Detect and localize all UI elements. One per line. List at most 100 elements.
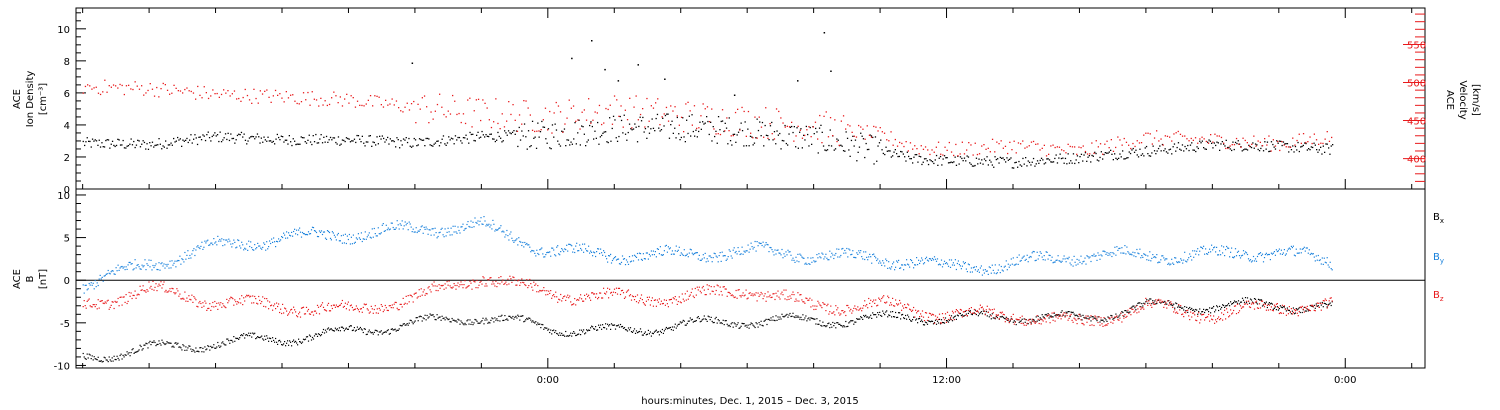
b-point-bz <box>778 296 780 298</box>
b-point-by <box>1251 260 1254 262</box>
density-point <box>945 157 947 159</box>
b-point-bz <box>223 305 225 307</box>
density-point <box>369 135 371 137</box>
b-point-bx <box>277 343 279 345</box>
b-point-by <box>1313 256 1315 258</box>
b-point-by <box>162 265 164 267</box>
top-plot-frame <box>75 7 1426 190</box>
velocity-point <box>428 122 430 124</box>
b-point-by <box>114 273 116 275</box>
b-point-bz <box>465 287 467 289</box>
b-point-by <box>307 231 310 233</box>
b-point-by <box>509 233 511 235</box>
b-point-bz <box>720 290 722 293</box>
b-point-bx <box>791 315 793 317</box>
b-point-by <box>1239 257 1242 259</box>
b-point-bz <box>304 313 307 315</box>
b-point-bx <box>1235 301 1238 303</box>
b-point-bx <box>1008 321 1010 323</box>
b-point-bx <box>526 317 528 319</box>
b-point-bx <box>804 317 806 319</box>
b-point-bx <box>725 320 727 322</box>
b-point-by <box>324 237 327 239</box>
b-point-bx <box>779 316 781 318</box>
b-point-by <box>685 254 687 256</box>
b-point-by <box>513 241 515 243</box>
b-point-by <box>1195 253 1197 255</box>
b-point-bx <box>379 331 381 333</box>
b-point-bx <box>1031 320 1033 322</box>
b-point-bx <box>609 324 611 326</box>
b-point-bz <box>128 291 130 294</box>
b-point-bz <box>598 296 600 299</box>
b-point-bx <box>440 319 442 321</box>
density-point <box>733 133 736 135</box>
b-point-bz <box>228 300 230 302</box>
b-point-by <box>361 240 363 243</box>
density-point <box>1325 143 1327 145</box>
b-point-bx <box>795 315 797 317</box>
b-point-bx <box>978 313 980 315</box>
b-point-by <box>1007 263 1009 265</box>
b-point-bz <box>299 311 301 313</box>
b-point-bz <box>366 308 368 310</box>
b-point-bz <box>92 304 94 306</box>
b-point-by <box>1232 256 1234 258</box>
b-point-by <box>287 237 289 239</box>
b-point-bx <box>133 352 135 354</box>
b-point-bz <box>419 295 421 297</box>
b-point-by <box>937 264 940 266</box>
velocity-point <box>808 126 810 128</box>
b-point-by <box>782 257 784 259</box>
b-point-bx <box>436 314 438 316</box>
b-point-bz <box>869 302 871 304</box>
b-point-bx <box>682 319 684 321</box>
density-point <box>425 137 427 140</box>
b-point-by <box>1281 253 1283 255</box>
b-point-by <box>768 251 770 253</box>
b-point-bz <box>389 305 391 307</box>
density-point <box>554 123 556 125</box>
b-point-bx <box>884 314 886 316</box>
density-point <box>664 114 667 117</box>
b-point-bz <box>448 280 450 282</box>
velocity-point <box>903 145 905 148</box>
b-point-bx <box>733 322 735 324</box>
b-point-bx <box>451 317 453 320</box>
b-point-by <box>693 253 695 255</box>
density-point <box>586 141 588 143</box>
b-point-by <box>158 262 160 264</box>
b-point-bx <box>497 320 499 322</box>
b-point-bx <box>824 325 826 327</box>
b-point-bz <box>637 302 640 304</box>
velocity-point <box>203 86 205 88</box>
b-point-bz <box>643 303 645 305</box>
density-point <box>117 138 119 140</box>
velocity-point <box>300 101 303 103</box>
velocity-point <box>197 85 199 88</box>
velocity-point <box>1121 144 1123 146</box>
b-point-bz <box>276 302 278 304</box>
b-point-bx <box>1164 300 1166 302</box>
b-point-bx <box>994 318 996 320</box>
b-point-bx <box>536 324 538 326</box>
density-point <box>923 158 926 160</box>
density-point <box>574 122 576 124</box>
b-point-by <box>253 249 255 251</box>
b-point-bx <box>533 321 535 323</box>
velocity-point <box>175 87 177 89</box>
b-point-by <box>1152 254 1154 256</box>
b-point-bx <box>963 315 965 317</box>
b-point-by <box>729 250 731 252</box>
density-point <box>1079 156 1081 158</box>
b-point-bz <box>252 295 254 297</box>
b-point-bx <box>744 325 746 327</box>
density-point <box>1330 145 1332 147</box>
b-point-bx <box>843 325 845 327</box>
b-point-bx <box>1181 307 1183 309</box>
b-point-bz <box>792 291 794 293</box>
b-point-bz <box>708 285 710 287</box>
density-point <box>452 138 454 140</box>
density-point <box>218 140 220 143</box>
density-point <box>1274 148 1277 150</box>
